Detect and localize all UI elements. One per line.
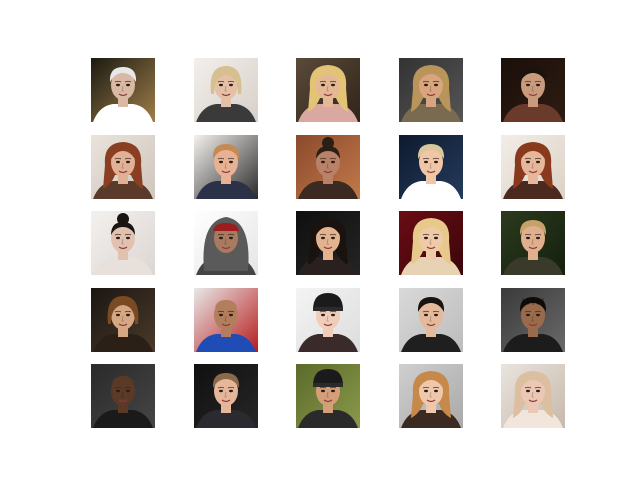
face-portrait-image bbox=[91, 58, 155, 122]
face-portrait-image bbox=[296, 211, 360, 275]
face-image-tile bbox=[194, 364, 258, 428]
face-portrait-image bbox=[194, 211, 258, 275]
face-image-tile bbox=[399, 364, 463, 428]
face-portrait-image bbox=[194, 58, 258, 122]
face-portrait-image bbox=[399, 288, 463, 352]
face-portrait-image bbox=[501, 288, 565, 352]
face-image-tile bbox=[501, 135, 565, 199]
face-image-tile bbox=[194, 58, 258, 122]
face-image-tile bbox=[399, 211, 463, 275]
face-image-tile bbox=[91, 58, 155, 122]
face-portrait-image bbox=[501, 135, 565, 199]
face-image-tile bbox=[399, 288, 463, 352]
face-image-tile bbox=[91, 135, 155, 199]
face-image-tile bbox=[399, 135, 463, 199]
face-portrait-image bbox=[399, 211, 463, 275]
face-portrait-image bbox=[194, 135, 258, 199]
face-portrait-image bbox=[399, 135, 463, 199]
face-image-tile bbox=[501, 364, 565, 428]
face-portrait-image bbox=[501, 364, 565, 428]
face-image-tile bbox=[296, 364, 360, 428]
face-portrait-image bbox=[91, 288, 155, 352]
face-portrait-image bbox=[296, 58, 360, 122]
face-portrait-image bbox=[194, 288, 258, 352]
face-portrait-image bbox=[296, 135, 360, 199]
face-image-tile bbox=[296, 288, 360, 352]
face-portrait-image bbox=[91, 211, 155, 275]
face-image-tile bbox=[91, 364, 155, 428]
face-image-tile bbox=[296, 58, 360, 122]
face-portrait-image bbox=[194, 364, 258, 428]
face-image-tile bbox=[194, 211, 258, 275]
face-image-tile bbox=[399, 58, 463, 122]
face-image-tile bbox=[501, 288, 565, 352]
face-portrait-image bbox=[399, 364, 463, 428]
face-portrait-image bbox=[296, 288, 360, 352]
face-image-tile bbox=[501, 58, 565, 122]
face-portrait-image bbox=[399, 58, 463, 122]
face-image-tile bbox=[194, 288, 258, 352]
face-portrait-image bbox=[296, 364, 360, 428]
face-portrait-image bbox=[501, 58, 565, 122]
face-portrait-image bbox=[91, 135, 155, 199]
face-portrait-image bbox=[501, 211, 565, 275]
face-image-tile bbox=[91, 288, 155, 352]
face-image-tile bbox=[501, 211, 565, 275]
face-image-tile bbox=[194, 135, 258, 199]
face-image-tile bbox=[296, 135, 360, 199]
face-portrait-image bbox=[91, 364, 155, 428]
face-image-tile bbox=[296, 211, 360, 275]
face-image-tile bbox=[91, 211, 155, 275]
